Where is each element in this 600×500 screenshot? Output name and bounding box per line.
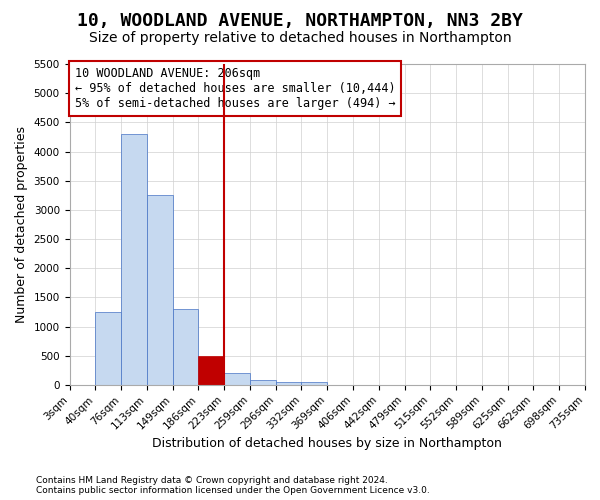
Bar [173, 309, 199, 385]
Y-axis label: Number of detached properties: Number of detached properties [15, 126, 28, 323]
Bar [199, 356, 224, 385]
Text: Size of property relative to detached houses in Northampton: Size of property relative to detached ho… [89, 31, 511, 45]
Bar [121, 134, 147, 385]
Bar [301, 382, 327, 385]
X-axis label: Distribution of detached houses by size in Northampton: Distribution of detached houses by size … [152, 437, 502, 450]
Text: Contains public sector information licensed under the Open Government Licence v3: Contains public sector information licen… [36, 486, 430, 495]
Bar [276, 382, 301, 385]
Text: 10, WOODLAND AVENUE, NORTHAMPTON, NN3 2BY: 10, WOODLAND AVENUE, NORTHAMPTON, NN3 2B… [77, 12, 523, 30]
Bar [147, 196, 173, 385]
Bar [95, 312, 121, 385]
Text: Contains HM Land Registry data © Crown copyright and database right 2024.: Contains HM Land Registry data © Crown c… [36, 476, 388, 485]
Bar [224, 373, 250, 385]
Text: 10 WOODLAND AVENUE: 206sqm
← 95% of detached houses are smaller (10,444)
5% of s: 10 WOODLAND AVENUE: 206sqm ← 95% of deta… [74, 67, 395, 110]
Bar [250, 380, 276, 385]
